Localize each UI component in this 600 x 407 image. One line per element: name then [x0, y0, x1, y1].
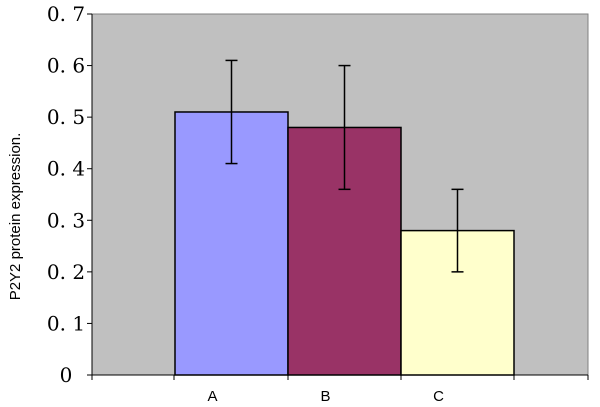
y-tick-label: 0. 3 — [47, 208, 85, 232]
x-tick-label-c: C — [433, 388, 444, 405]
x-tick-label-a: A — [207, 388, 217, 405]
y-tick-label: 0. 2 — [47, 260, 85, 284]
y-tick-label: 0. 1 — [47, 311, 85, 335]
y-tick-label: 0. 6 — [47, 54, 85, 78]
error-bars-group — [225, 59, 464, 273]
x-axis: A B C — [91, 374, 589, 405]
x-tick-label-b: B — [320, 388, 330, 405]
y-axis: 0 0. 1 0. 2 0. 3 0. 4 0. 5 0. 6 0. 7 — [47, 2, 93, 387]
y-tick-label: 0. 5 — [47, 105, 85, 129]
y-tick-label: 0. 4 — [47, 157, 85, 181]
y-tick-label: 0 — [60, 363, 73, 387]
y-tick-label: 0. 7 — [47, 2, 85, 26]
y-axis-title: P2Y2 protein expression. — [7, 133, 24, 301]
